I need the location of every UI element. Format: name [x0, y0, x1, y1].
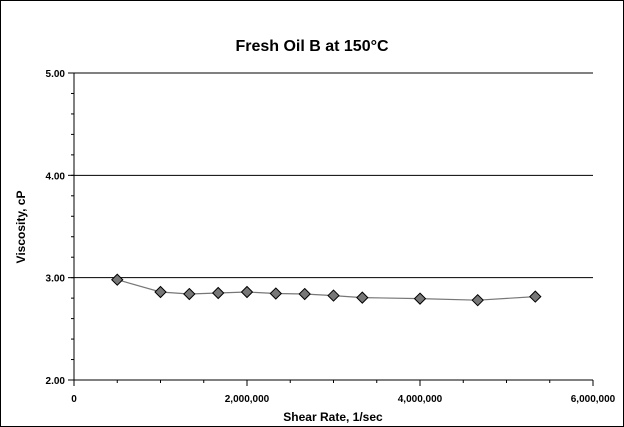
- data-point: [298, 287, 311, 301]
- data-point: [211, 286, 225, 300]
- data-point: [154, 285, 167, 299]
- plot-background: [74, 73, 593, 380]
- data-point: [183, 287, 196, 301]
- data-point: [269, 287, 283, 300]
- x-tick-label-3: 6,000,000: [571, 394, 616, 405]
- data-point: [413, 292, 427, 305]
- x-tick-label-1: 2,000,000: [225, 394, 270, 405]
- y-tick-label-1: 3.00: [46, 274, 66, 285]
- y-tick-label-3: 5.00: [46, 69, 66, 80]
- x-axis-label: Shear Rate, 1/sec: [283, 410, 383, 424]
- y-tick-label-2: 4.00: [46, 171, 66, 182]
- chart-title: Fresh Oil B at 150°C: [235, 38, 389, 55]
- data-point: [529, 290, 542, 303]
- gridlines: [74, 72, 593, 279]
- x-tick-label-2: 4,000,000: [398, 394, 443, 405]
- tick-marks: [68, 72, 594, 386]
- data-point: [327, 289, 340, 302]
- data-point: [471, 293, 484, 307]
- y-tick-label-0: 2.00: [46, 376, 66, 387]
- data-point: [111, 273, 124, 286]
- x-tick-label-0: 0: [71, 394, 77, 405]
- series-markers: [111, 273, 542, 307]
- data-point: [356, 291, 369, 304]
- data-point: [240, 285, 254, 299]
- y-axis-label: Viscosity, cP: [14, 191, 28, 264]
- plot-area: [74, 73, 593, 380]
- tick-labels: 2.00 3.00 4.00 5.00 0 2,000,000 4,000,000 6,000…: [46, 69, 616, 405]
